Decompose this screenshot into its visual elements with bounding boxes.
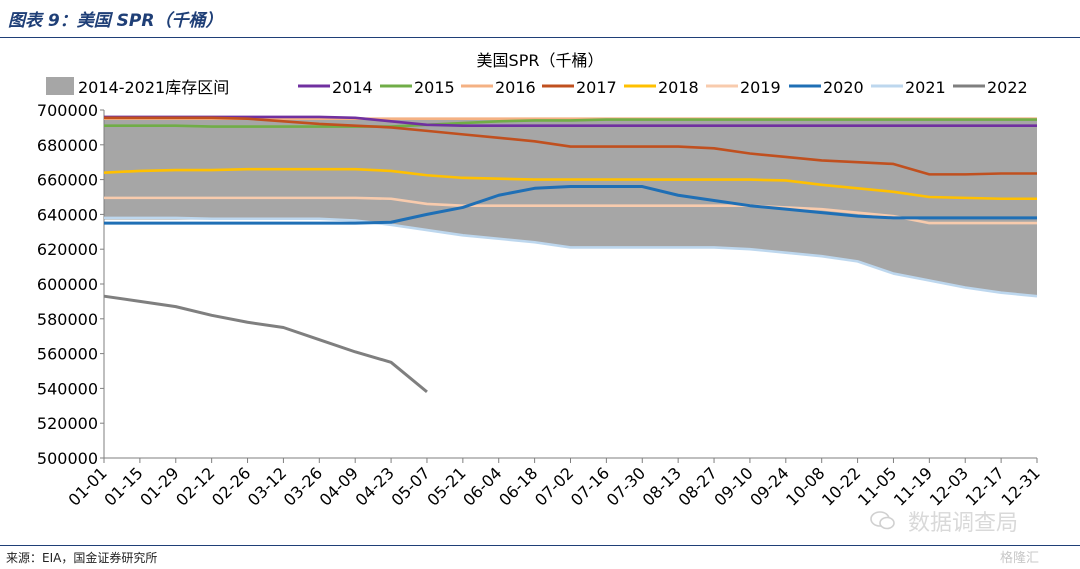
x-tick-label: 04-23 (352, 463, 398, 509)
y-tick-label: 500000 (37, 449, 98, 468)
legend-label-2017: 2017 (576, 78, 617, 97)
series-line-2020 (104, 185, 1037, 225)
x-tick-label: 12-17 (962, 463, 1008, 509)
x-tick-label: 06-18 (495, 463, 541, 509)
y-tick-label: 560000 (37, 345, 98, 364)
y-tick-label: 620000 (37, 240, 98, 259)
y-tick-label: 700000 (37, 101, 98, 120)
x-tick-label: 08-13 (639, 463, 685, 509)
x-tick-label: 12-31 (998, 463, 1044, 509)
legend-label-2020: 2020 (823, 78, 864, 97)
x-tick-label: 09-24 (746, 463, 792, 509)
series-line-2019 (104, 196, 1037, 225)
y-tick-label: 660000 (37, 171, 98, 190)
legend-label-2022: 2022 (987, 78, 1028, 97)
y-tick-label: 580000 (37, 310, 98, 329)
wechat-icon (870, 511, 895, 530)
watermark: 数据调查局 (908, 511, 1019, 536)
series-line-2022 (103, 294, 428, 394)
series-line-2018 (103, 167, 1037, 201)
series-line-2015 (104, 118, 1037, 128)
footer-divider (0, 545, 1080, 546)
chart-area: 美国SPR（千桶） 500000 520000 540000 560000 580000 6… (0, 38, 1080, 542)
x-tick-label: 11-19 (890, 463, 936, 509)
figure-title: 图表 9：美国 SPR（千桶） (8, 11, 223, 31)
x-tick-label: 03-26 (280, 463, 326, 509)
source-note: 来源：EIA，国金证券研究所 (6, 551, 158, 565)
x-tick-label: 02-26 (208, 463, 254, 509)
y-tick-label: 680000 (37, 136, 98, 155)
legend-label-2015: 2015 (414, 78, 455, 97)
y-tick-label: 600000 (37, 275, 98, 294)
legend-label-2016: 2016 (495, 78, 536, 97)
x-tick-label: 08-27 (675, 463, 721, 509)
x-tick-label: 03-12 (244, 463, 290, 509)
figure-header: 图表 9：美国 SPR（千桶） (0, 0, 1080, 39)
legend-label-band: 2014-2021库存区间 (78, 78, 229, 97)
chart-title: 美国SPR（千桶） (477, 51, 604, 70)
x-tick-label: 12-03 (926, 463, 972, 509)
x-tick-label: 06-04 (459, 463, 505, 509)
legend-label-2014: 2014 (332, 78, 373, 97)
x-tick-label: 04-09 (316, 463, 362, 509)
series-line-2014 (104, 115, 1037, 127)
x-tick-label: 07-02 (531, 463, 577, 509)
series-line-2021 (104, 216, 1038, 298)
x-tick-label: 11-05 (854, 463, 900, 509)
x-tick-label: 10-22 (818, 463, 864, 509)
x-tick-label: 01-15 (100, 463, 146, 509)
x-tick-label: 01-01 (65, 463, 111, 509)
y-tick-label: 540000 (37, 379, 98, 398)
x-tick-label: 07-30 (603, 463, 649, 509)
legend-swatch-band (46, 77, 74, 95)
x-tick-label: 02-12 (172, 463, 218, 509)
y-tick-label: 520000 (37, 414, 98, 433)
legend-label-2018: 2018 (658, 78, 699, 97)
y-tick-label: 640000 (37, 205, 98, 224)
series-line-2017 (104, 116, 1037, 176)
legend-label-2019: 2019 (740, 78, 781, 97)
legend-label-2021: 2021 (905, 78, 946, 97)
x-tick-label: 07-16 (567, 463, 613, 509)
chart-svg: 美国SPR（千桶） 500000 520000 540000 560000 580000 6… (37, 51, 1044, 510)
corner-logo: 格隆汇 (1000, 551, 1040, 566)
x-tick-label: 05-07 (387, 463, 433, 509)
x-tick-label: 09-10 (710, 463, 756, 509)
x-tick-label: 01-29 (136, 463, 182, 509)
x-tick-label: 05-21 (423, 463, 469, 509)
x-tick-label: 10-08 (782, 463, 828, 509)
